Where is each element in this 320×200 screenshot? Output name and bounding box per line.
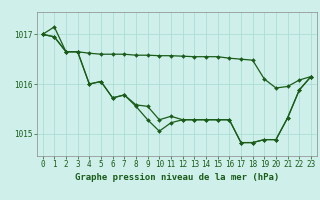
X-axis label: Graphe pression niveau de la mer (hPa): Graphe pression niveau de la mer (hPa)	[75, 173, 279, 182]
